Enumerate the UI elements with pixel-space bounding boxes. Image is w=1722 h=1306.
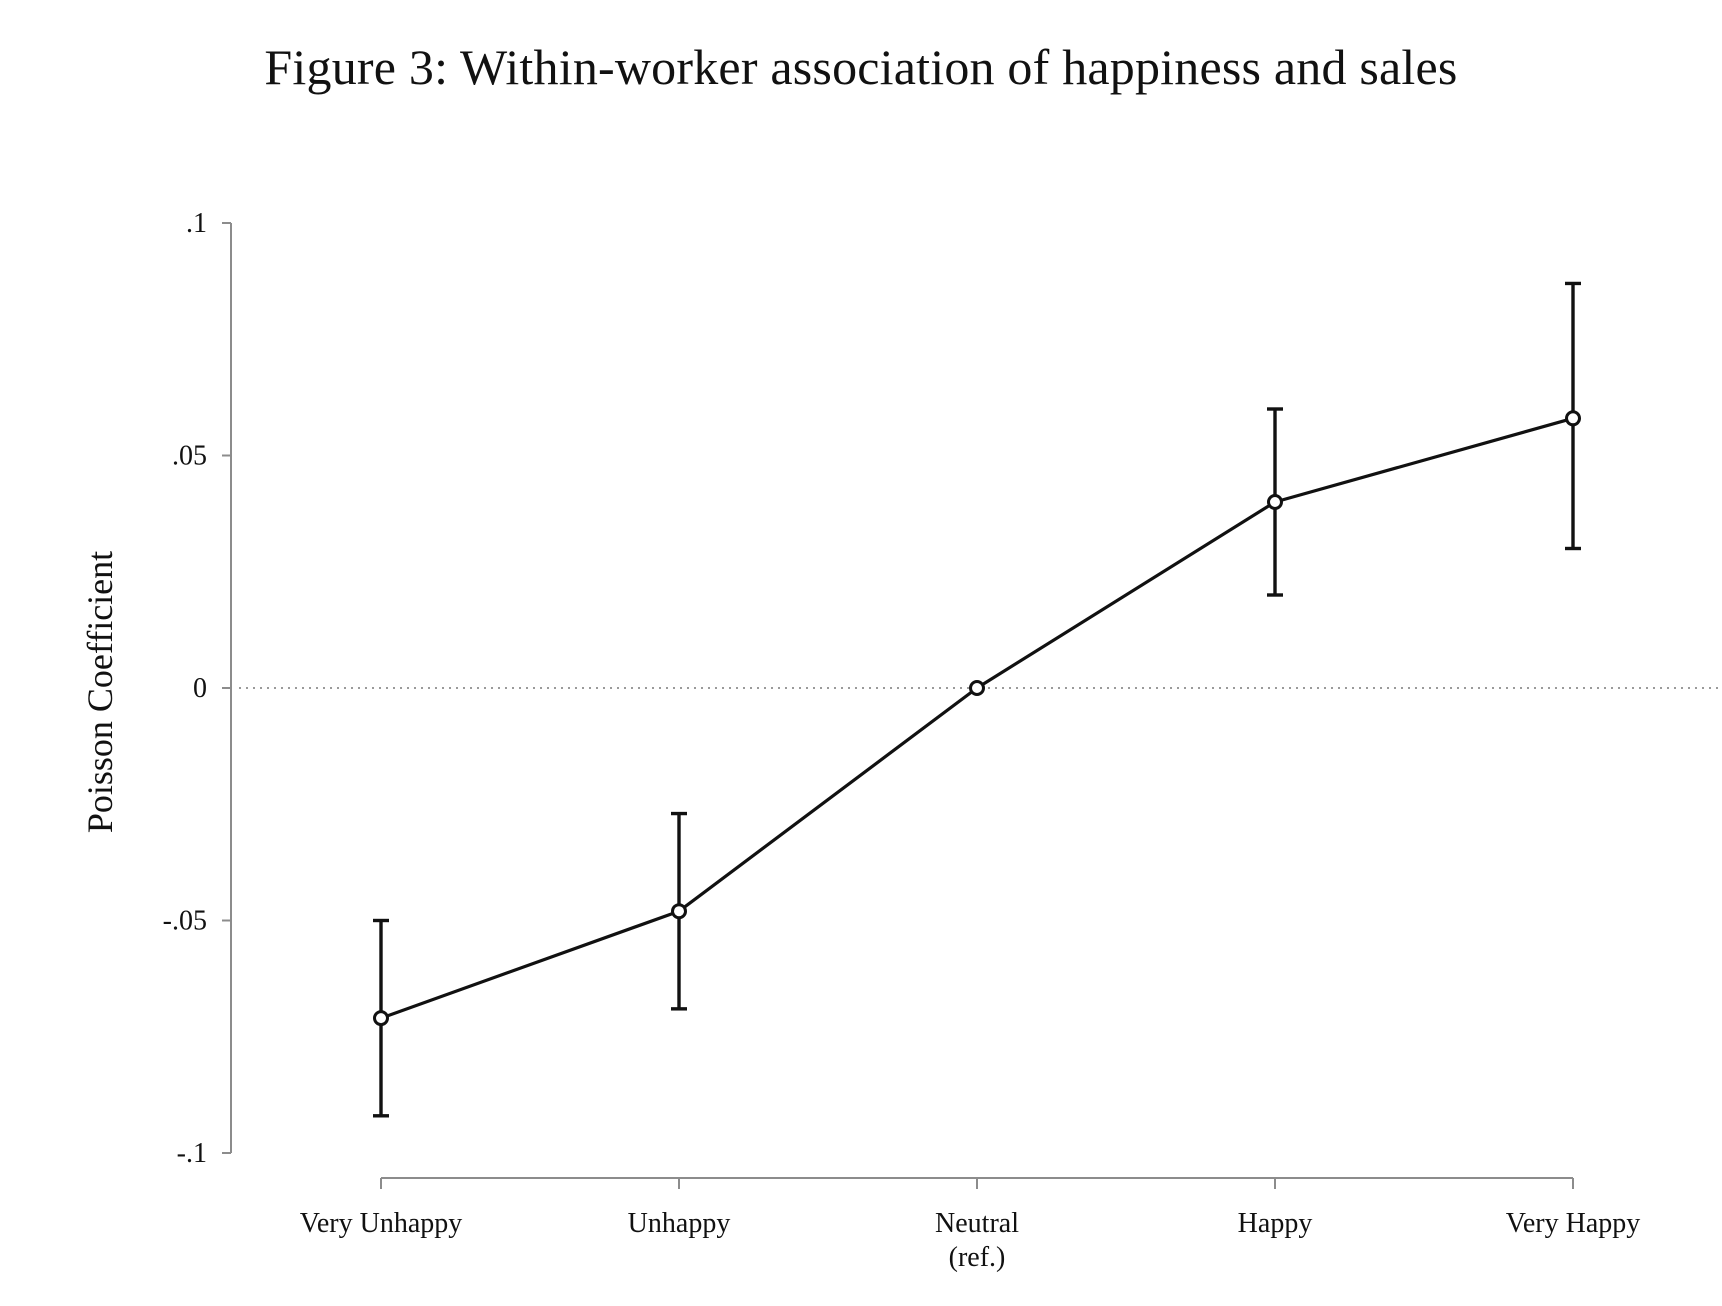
x-tick-label-line: Very Happy xyxy=(1506,1208,1641,1239)
data-point-marker xyxy=(969,680,985,696)
y-tick-label: -.05 xyxy=(163,906,207,937)
x-tick-label-line: (ref.) xyxy=(949,1242,1006,1273)
x-tick-label-line: Very Unhappy xyxy=(300,1208,463,1239)
data-point-marker xyxy=(1565,410,1581,427)
series-line xyxy=(380,416,1574,1020)
data-point-marker xyxy=(671,903,687,920)
x-tick-label-line: Happy xyxy=(1238,1208,1313,1239)
y-tick-label: -.1 xyxy=(177,1138,207,1169)
x-tick-label: Neutral (ref.) xyxy=(935,1208,1019,1273)
chart-title: Figure 3: Within-worker association of h… xyxy=(264,39,1458,95)
x-tick-label: Happy xyxy=(1238,1208,1313,1239)
data-point-marker xyxy=(373,1010,389,1027)
x-tick-label: Unhappy xyxy=(628,1208,731,1239)
series-layer xyxy=(373,281,1581,1118)
y-tick-label: 0 xyxy=(193,673,207,704)
x-tick-label: Very Unhappy xyxy=(300,1208,463,1239)
y-tick-label: .1 xyxy=(186,208,207,239)
axes: .1 .05 0 -.05 -.1 Very Unhappy Unhappy Neutral(… xyxy=(163,208,1641,1273)
data-point-marker xyxy=(1267,494,1283,510)
x-tick-label: Very Happy xyxy=(1506,1208,1641,1239)
y-tick-label: .05 xyxy=(172,441,207,472)
y-axis-title: Poisson Coefficient xyxy=(80,551,120,833)
x-tick-label-line: Neutral xyxy=(935,1208,1019,1239)
x-tick-label-line: Unhappy xyxy=(628,1208,731,1239)
